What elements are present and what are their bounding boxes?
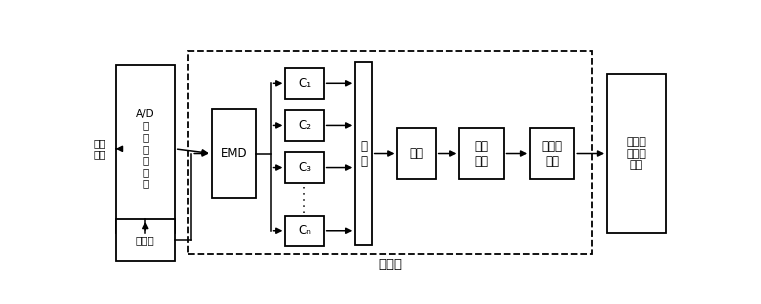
Bar: [116, 219, 175, 261]
Text: EMD: EMD: [221, 147, 247, 160]
Text: C₁: C₁: [298, 77, 311, 90]
Bar: [460, 128, 504, 179]
Text: A/D
模
数
转
换
模
块: A/D 模 数 转 换 模 块: [136, 109, 154, 189]
Text: C₂: C₂: [298, 119, 311, 132]
Text: 回波
信号: 回波 信号: [94, 138, 106, 160]
Bar: [285, 216, 323, 246]
Bar: [285, 110, 323, 141]
Bar: [188, 50, 592, 254]
Bar: [607, 74, 666, 233]
Text: 真值: 真值: [409, 147, 424, 160]
Bar: [397, 128, 436, 179]
Bar: [285, 152, 323, 183]
Bar: [285, 68, 323, 98]
Text: Cₙ: Cₙ: [298, 224, 311, 237]
Text: 可编程
增益放
大器: 可编程 增益放 大器: [626, 137, 647, 170]
Text: C₃: C₃: [298, 161, 311, 174]
Text: 选
频: 选 频: [360, 140, 367, 168]
Text: 存储器: 存储器: [136, 235, 154, 245]
Text: 单片机: 单片机: [378, 258, 402, 271]
Text: 数字电
位器: 数字电 位器: [542, 140, 562, 168]
Bar: [355, 62, 371, 245]
Bar: [212, 109, 256, 198]
Bar: [530, 128, 575, 179]
Bar: [116, 64, 175, 233]
Text: 计算
幅值: 计算 幅值: [474, 140, 489, 168]
